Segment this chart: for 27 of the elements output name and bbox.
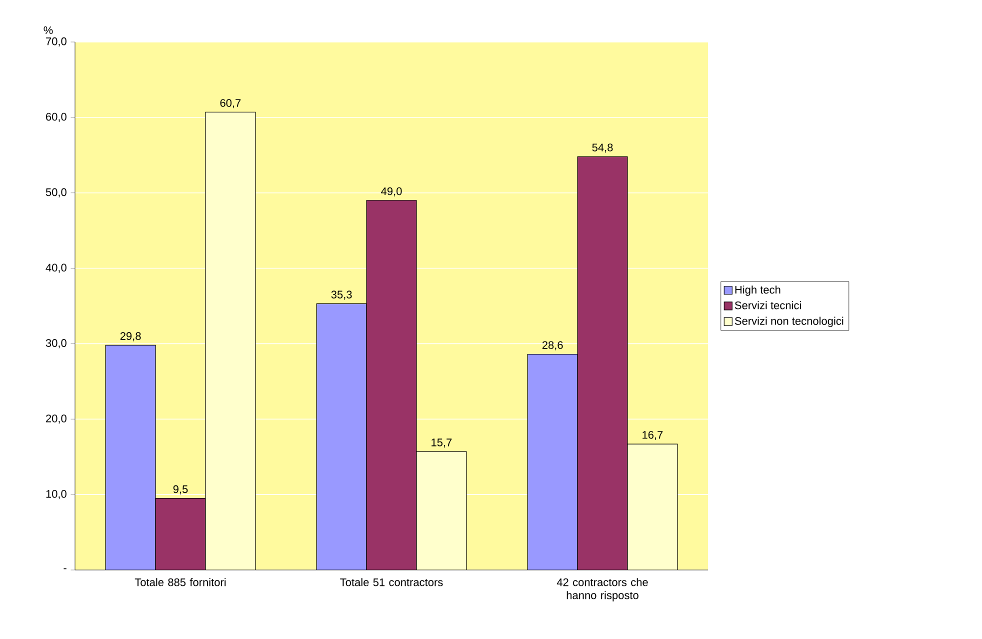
x-tick-label: 42 contractors che hanno risposto bbox=[556, 578, 648, 602]
data-label: 35,3 bbox=[331, 290, 352, 300]
y-tick-label: 60,0 bbox=[46, 112, 66, 122]
legend-label: High tech bbox=[735, 286, 780, 296]
y-tick-label: 30,0 bbox=[46, 339, 66, 348]
data-label: 15,7 bbox=[432, 438, 452, 448]
legend-label: Servizi tecnici bbox=[734, 301, 801, 310]
x-tick-label: Totale 885 fornitori bbox=[134, 578, 226, 586]
data-label: 9,5 bbox=[173, 485, 188, 494]
y-tick-label: 70,0 bbox=[46, 37, 66, 47]
data-label: 16,7 bbox=[642, 430, 663, 440]
y-tick-label: 20,0 bbox=[46, 414, 66, 424]
y-tick-label: - bbox=[64, 568, 66, 570]
data-label: 29,8 bbox=[120, 332, 141, 342]
bar bbox=[627, 444, 678, 570]
data-label: 60,7 bbox=[220, 99, 241, 108]
y-axis-title: % bbox=[44, 26, 53, 34]
data-label: 28,6 bbox=[542, 341, 563, 350]
bar bbox=[416, 452, 466, 570]
y-tick-label: 40,0 bbox=[46, 264, 66, 273]
y-tick-label: 50,0 bbox=[46, 188, 66, 198]
bar bbox=[205, 112, 256, 570]
data-label: 49,0 bbox=[381, 187, 402, 196]
x-tick-label: Totale 51 contractors bbox=[340, 578, 443, 586]
legend-label: Servizi non tecnologici bbox=[734, 316, 844, 328]
data-label: 54,8 bbox=[592, 144, 613, 153]
y-tick-label: 10,0 bbox=[46, 490, 66, 500]
